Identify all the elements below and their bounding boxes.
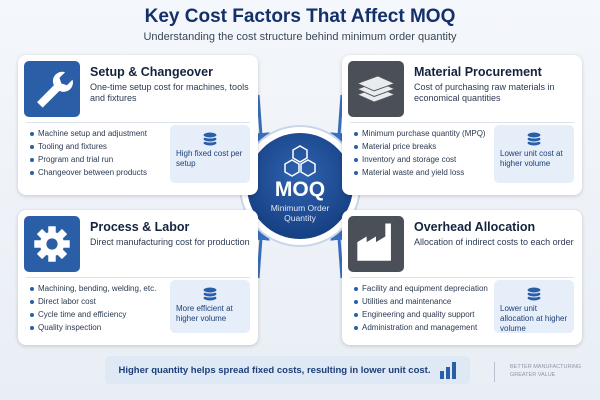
card-divider [350, 277, 574, 278]
bullet-dot [30, 132, 34, 136]
note-text: High fixed cost per setup [176, 149, 243, 168]
bullet: Cycle time and efficiency [38, 310, 127, 319]
note-box: High fixed cost per setup [170, 125, 250, 183]
note-box: Lower unit cost at higher volume [494, 125, 574, 183]
brand-line: GREATER VALUE [510, 372, 556, 378]
bullet-dot [30, 326, 34, 330]
coin-icon [202, 286, 218, 302]
center-label: MOQ [274, 178, 326, 201]
bullet-dot [30, 287, 34, 291]
bullet-dot [30, 313, 34, 317]
bullet: Tooling and fixtures [38, 142, 107, 151]
bullet-dot [30, 171, 34, 175]
bullet-dot [354, 145, 358, 149]
subtitle: Understanding the cost structure behind … [143, 31, 457, 43]
bullet: Minimum purchase quantity (MPQ) [362, 129, 486, 138]
card-subtitle: Allocation of indirect costs to each ord… [414, 237, 574, 247]
bullet-dot [30, 158, 34, 162]
card-icon [24, 61, 80, 117]
brand-line: BETTER MANUFACTURING [510, 364, 582, 370]
icon [34, 226, 70, 262]
bullet: Program and trial run [38, 155, 114, 164]
note-box: Lower unit allocation at higher volume [494, 280, 574, 333]
card-title: Process & Labor [90, 220, 190, 234]
coin-icon [526, 131, 542, 147]
card: Material Procurement Cost of purchasing r… [342, 55, 582, 195]
bullet: Direct labor cost [38, 297, 96, 306]
title: Key Cost Factors That Affect MOQ [144, 6, 456, 27]
card: Overhead Allocation Allocation of indirec… [342, 210, 582, 345]
center-sublabel: Minimum Order Quantity [270, 203, 330, 223]
note-text: More efficient at higher volume [176, 304, 233, 323]
card-divider [350, 122, 574, 123]
note-text: Lower unit cost at higher volume [500, 149, 563, 168]
card-divider [26, 122, 250, 123]
footer-bar [105, 356, 470, 384]
coin-icon [526, 286, 542, 302]
bullet-dot [354, 287, 358, 291]
bullet: Material price breaks [362, 142, 437, 151]
bullet: Machine setup and adjustment [38, 129, 147, 138]
bar-icon [440, 362, 456, 379]
bullet-dot [354, 300, 358, 304]
card-icon [348, 61, 404, 117]
footer-text: Higher quantity helps spread fixed costs… [118, 365, 431, 376]
note-text: Lower unit allocation at higher volume [500, 304, 568, 333]
bullet: Engineering and quality support [362, 310, 475, 319]
icon [37, 71, 73, 108]
divider [494, 362, 495, 382]
bullet: Changeover between products [38, 168, 147, 177]
bullet-dot [354, 158, 358, 162]
coin-icon [202, 131, 218, 147]
icon [357, 223, 391, 261]
bullet: Inventory and storage cost [362, 155, 457, 164]
note-box: More efficient at higher volume [170, 280, 250, 333]
bullet: Quality inspection [38, 323, 102, 332]
bullet-dot [30, 300, 34, 304]
icon [356, 75, 396, 103]
bullet-dot [354, 132, 358, 136]
bullet: Administration and management [362, 323, 478, 332]
bullet: Facility and equipment depreciation [362, 284, 488, 293]
card-title: Overhead Allocation [414, 220, 536, 234]
bullet-dot [354, 313, 358, 317]
card: Process & Labor Direct manufacturing cost… [18, 210, 258, 345]
card: Setup & Changeover One-time setup cost fo… [18, 55, 258, 195]
card-title: Material Procurement [414, 65, 542, 79]
card-icon [348, 216, 404, 272]
bullet-dot [354, 171, 358, 175]
card-subtitle: Cost of purchasing raw materials in econ… [414, 82, 555, 103]
bullet-dot [30, 145, 34, 149]
bullet: Material waste and yield loss [362, 168, 465, 177]
card-divider [26, 277, 250, 278]
card-subtitle: One-time setup cost for machines, tools … [90, 82, 249, 103]
bullet: Machining, bending, welding, etc. [38, 284, 157, 293]
card-icon [24, 216, 80, 272]
card-title: Setup & Changeover [90, 65, 213, 79]
bullet-dot [354, 326, 358, 330]
bullet: Utilities and maintenance [362, 297, 452, 306]
brand: BETTER MANUFACTURING GREATER VALUE [510, 363, 581, 379]
card-subtitle: Direct manufacturing cost for production [90, 237, 250, 247]
